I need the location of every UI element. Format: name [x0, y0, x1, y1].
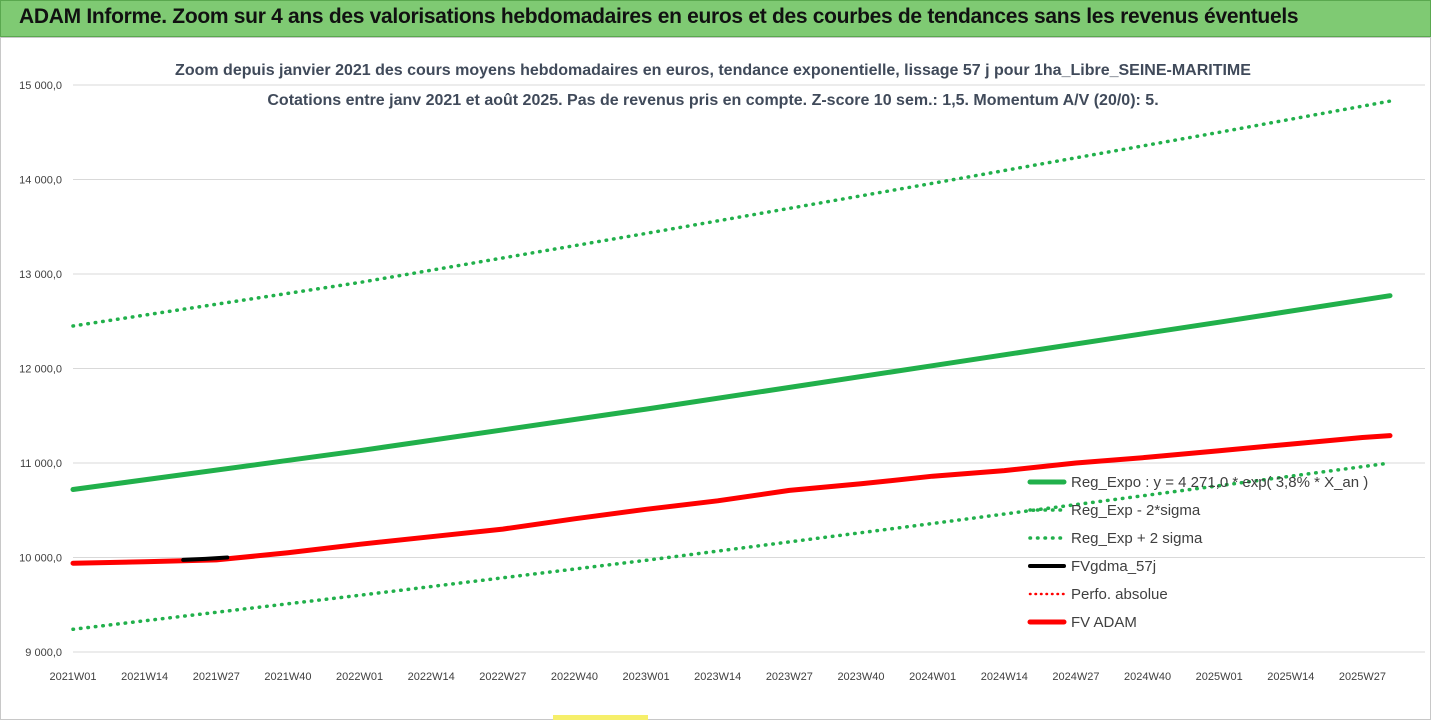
x-tick-label: 2021W27 [193, 671, 240, 683]
x-tick-label: 2022W40 [551, 671, 598, 683]
y-tick-label: 15 000,0 [19, 80, 62, 92]
chart-subtitle: Cotations entre janv 2021 et août 2025. … [267, 92, 1158, 109]
series-line-3 [181, 555, 230, 562]
scroll-marker [553, 715, 648, 720]
legend-label: Reg_Exp - 2*sigma [1071, 502, 1201, 519]
legend-label: Reg_Expo : y = 4 271,0 * exp( 3,8% * X_a… [1071, 474, 1368, 491]
chart-title: Zoom depuis janvier 2021 des cours moyen… [175, 62, 1251, 79]
y-tick-label: 11 000,0 [20, 458, 62, 470]
legend-label: Reg_Exp + 2 sigma [1071, 530, 1203, 547]
x-tick-label: 2023W40 [837, 671, 884, 683]
series-line-1 [71, 461, 1392, 632]
series-line-5 [70, 433, 1393, 566]
x-tick-label: 2024W14 [981, 671, 1028, 683]
y-tick-label: 13 000,0 [19, 269, 62, 281]
x-tick-label: 2022W27 [479, 671, 526, 683]
x-tick-label: 2025W27 [1339, 671, 1386, 683]
x-tick-label: 2025W14 [1267, 671, 1314, 683]
x-tick-label: 2021W40 [264, 671, 311, 683]
legend-label: FVgdma_57j [1071, 558, 1156, 575]
x-tick-label: 2023W14 [694, 671, 741, 683]
x-tick-label: 2022W14 [408, 671, 455, 683]
x-tick-label: 2021W01 [49, 671, 96, 683]
x-tick-label: 2023W27 [766, 671, 813, 683]
report-banner: ADAM Informe. Zoom sur 4 ans des valoris… [0, 0, 1431, 37]
y-tick-label: 10 000,0 [19, 553, 62, 565]
y-tick-label: 9 000,0 [25, 647, 62, 659]
x-tick-label: 2024W01 [909, 671, 956, 683]
y-tick-label: 14 000,0 [19, 175, 62, 187]
series-line-0 [70, 293, 1393, 492]
legend-label: Perfo. absolue [1071, 586, 1168, 603]
x-tick-label: 2022W01 [336, 671, 383, 683]
x-tick-label: 2025W01 [1196, 671, 1243, 683]
legend-label: FV ADAM [1071, 614, 1137, 631]
chart-frame [0, 37, 1431, 720]
x-tick-label: 2023W01 [623, 671, 670, 683]
x-tick-label: 2024W40 [1124, 671, 1171, 683]
report-title: ADAM Informe. Zoom sur 4 ans des valoris… [19, 5, 1299, 28]
x-tick-label: 2021W14 [121, 671, 168, 683]
series-line-2 [71, 99, 1392, 328]
y-tick-label: 12 000,0 [19, 364, 62, 376]
x-tick-label: 2024W27 [1052, 671, 1099, 683]
